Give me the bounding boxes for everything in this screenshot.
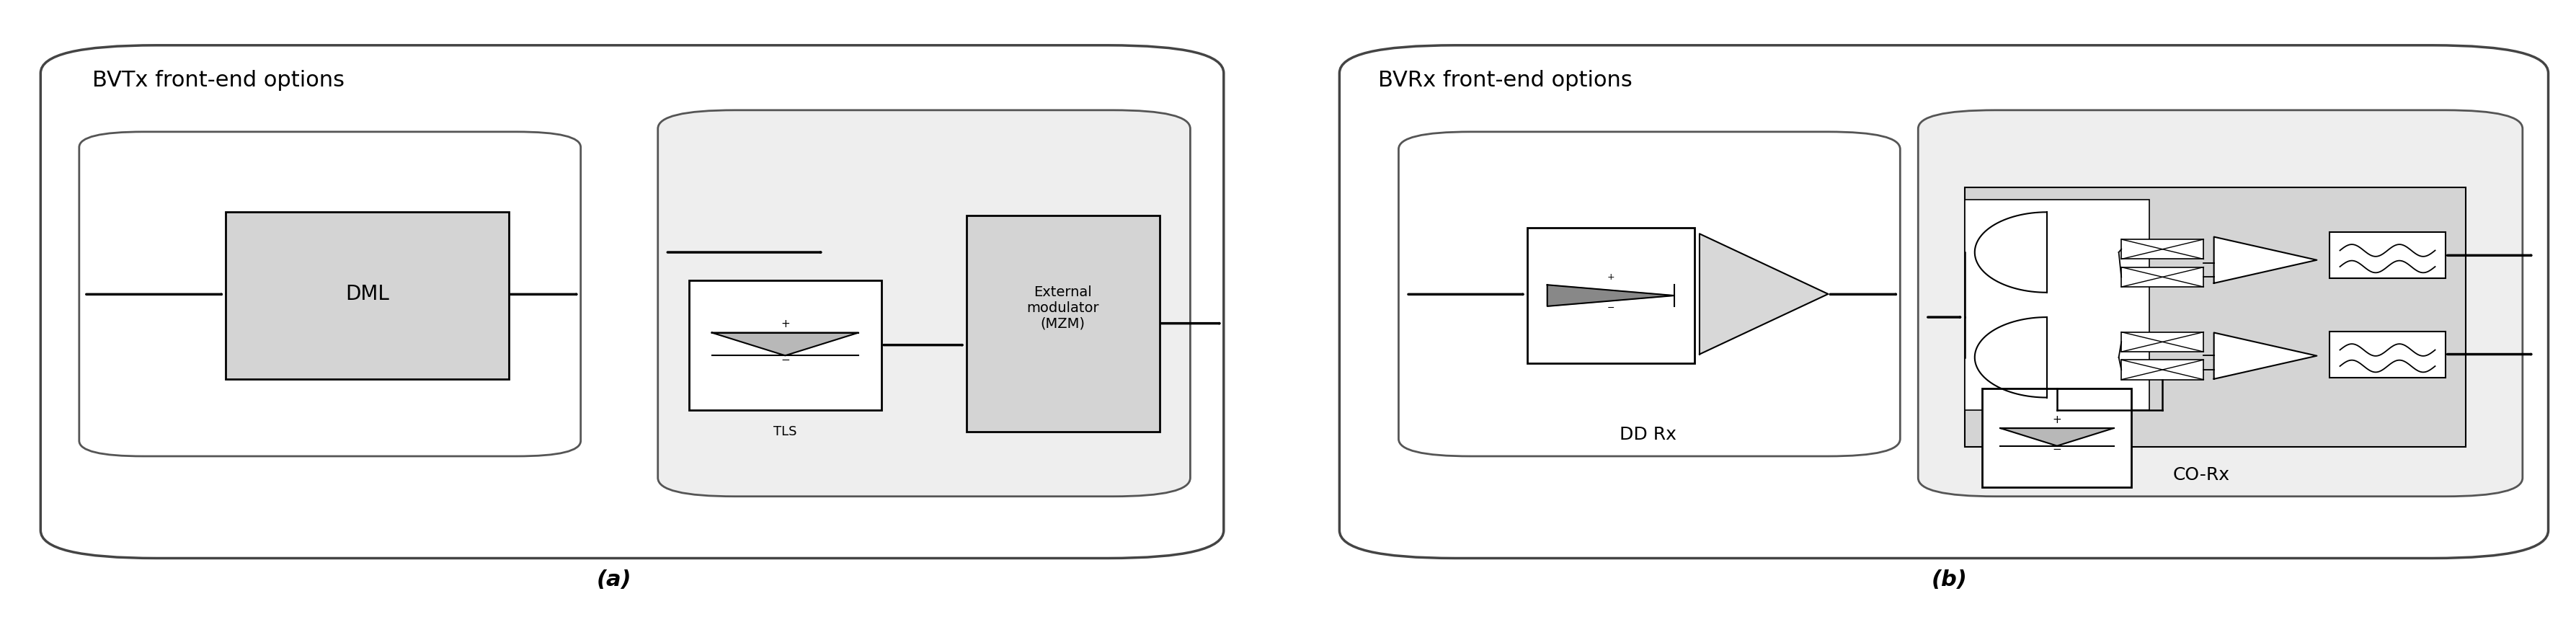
Bar [1528, 228, 1695, 363]
Bar [2120, 267, 2202, 287]
Text: CO-Rx: CO-Rx [2172, 466, 2231, 483]
FancyBboxPatch shape [1919, 110, 2522, 496]
FancyBboxPatch shape [1399, 132, 1901, 456]
Text: DD Rx: DD Rx [1620, 426, 1677, 443]
Bar [2120, 239, 2202, 259]
Text: BVRx front-end options: BVRx front-end options [1378, 70, 1633, 91]
Bar [2329, 332, 2445, 378]
Bar [1984, 388, 2130, 487]
Text: +: + [2053, 414, 2061, 425]
Bar [966, 215, 1159, 432]
Bar [2120, 360, 2202, 379]
FancyBboxPatch shape [80, 132, 580, 456]
Bar [688, 280, 881, 410]
FancyBboxPatch shape [1340, 45, 2548, 558]
Polygon shape [2213, 333, 2316, 379]
Polygon shape [1700, 234, 1829, 355]
FancyBboxPatch shape [41, 45, 1224, 558]
Bar [1965, 187, 2465, 447]
Text: −: − [1607, 303, 1615, 312]
Text: +: + [1607, 272, 1615, 282]
Text: External
modulator
(MZM): External modulator (MZM) [1028, 285, 1100, 331]
Polygon shape [2213, 237, 2316, 283]
Polygon shape [711, 333, 858, 356]
Text: −: − [2053, 444, 2061, 455]
FancyBboxPatch shape [657, 110, 1190, 496]
Text: −: − [781, 355, 791, 365]
Text: BVTx front-end options: BVTx front-end options [93, 70, 345, 91]
Text: +: + [781, 318, 791, 329]
Text: TLS: TLS [773, 425, 796, 438]
Polygon shape [2002, 428, 2115, 446]
Text: DML: DML [345, 284, 389, 304]
Bar [2329, 232, 2445, 278]
Polygon shape [1548, 285, 1674, 306]
Text: (a): (a) [598, 569, 631, 590]
Text: (b): (b) [1932, 569, 1968, 590]
Bar [2120, 332, 2202, 352]
Bar [227, 212, 507, 379]
Bar [1965, 200, 2148, 410]
